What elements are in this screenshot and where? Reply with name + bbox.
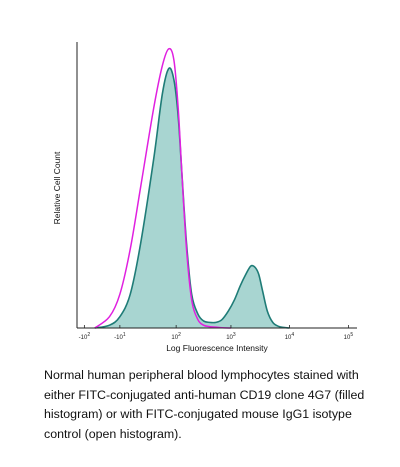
x-axis-title: Log Fluorescence Intensity bbox=[166, 343, 268, 353]
x-tick-label: 105 bbox=[344, 332, 354, 341]
x-tick-label: -102 bbox=[79, 332, 91, 341]
y-axis-title: Relative Cell Count bbox=[52, 151, 62, 224]
filled-histogram-line bbox=[94, 67, 290, 329]
x-tick-label: 103 bbox=[226, 332, 236, 341]
plot-area bbox=[94, 47, 290, 329]
filled-histogram-area bbox=[94, 68, 290, 328]
x-tick-label: -101 bbox=[114, 332, 126, 341]
figure-caption: Normal human peripheral blood lymphocyte… bbox=[44, 368, 365, 441]
x-tick-label: 102 bbox=[171, 332, 181, 341]
open-histogram-line bbox=[94, 47, 231, 329]
x-ticks: -102 -101 102 103 104 105 bbox=[79, 325, 354, 341]
histogram-chart: -102 -101 102 103 104 105 Log Fluorescence In… bbox=[52, 42, 357, 353]
x-tick-label: 104 bbox=[285, 332, 295, 341]
